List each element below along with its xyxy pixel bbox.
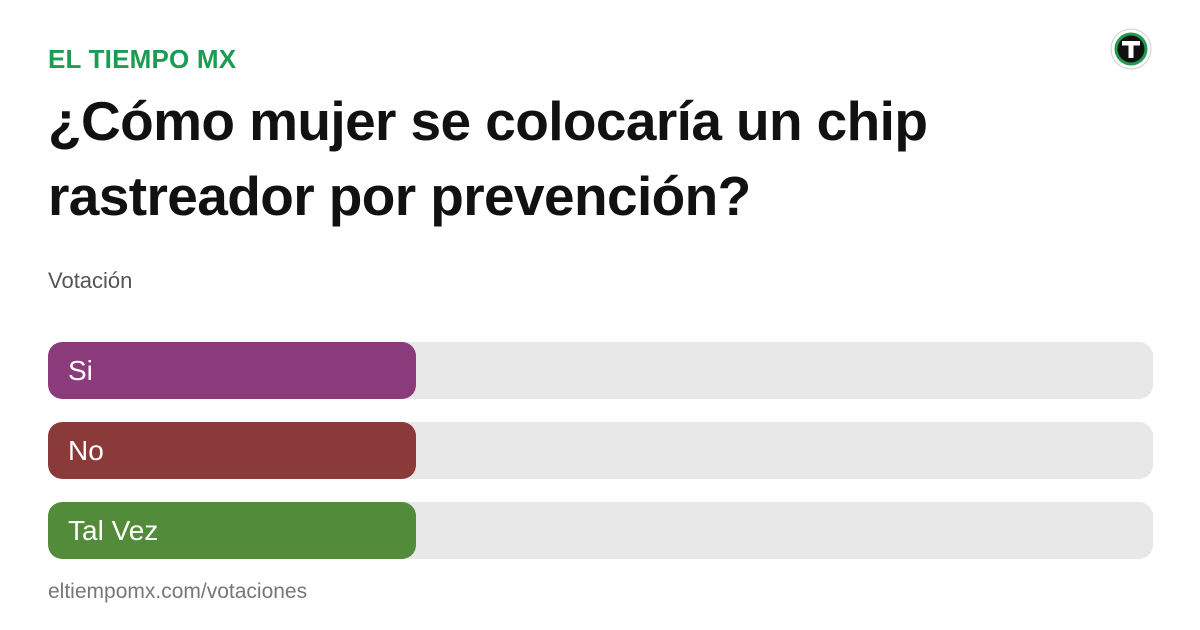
brand-name: EL TIEMPO MX xyxy=(48,44,237,74)
poll-option-fill xyxy=(48,422,416,479)
el-tiempo-logo-icon[interactable] xyxy=(1110,28,1152,70)
poll-option-fill xyxy=(48,502,416,559)
poll-question: ¿Cómo mujer se colocaría un chip rastrea… xyxy=(48,90,928,227)
poll-option-tal-vez[interactable]: Tal Vez xyxy=(48,502,1153,559)
poll-option-label: Tal Vez xyxy=(68,515,159,546)
poll-options: Si No Tal Vez xyxy=(48,342,1153,582)
poll-subtitle: Votación xyxy=(48,268,133,293)
poll-option-label: Si xyxy=(68,355,93,386)
poll-option-no[interactable]: No xyxy=(48,422,1153,479)
footer-url[interactable]: eltiempomx.com/votaciones xyxy=(48,580,308,603)
poll-option-label: No xyxy=(68,435,104,466)
poll-option-fill xyxy=(48,342,416,399)
poll-option-si[interactable]: Si xyxy=(48,342,1153,399)
